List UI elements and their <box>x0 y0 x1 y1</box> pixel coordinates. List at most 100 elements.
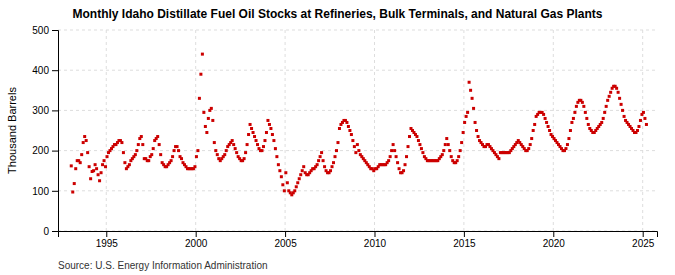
point <box>156 135 159 138</box>
point <box>235 151 238 154</box>
point <box>196 149 199 152</box>
point <box>393 149 396 152</box>
point <box>101 163 104 166</box>
point <box>544 117 547 120</box>
point <box>211 119 214 122</box>
point <box>201 53 204 56</box>
point <box>390 149 393 152</box>
point <box>302 165 305 168</box>
point <box>545 121 548 124</box>
tick-label: 2000 <box>185 238 208 249</box>
point <box>621 109 624 112</box>
point <box>74 167 77 170</box>
tick-mark <box>106 231 107 237</box>
point <box>447 143 450 146</box>
point <box>296 181 299 184</box>
point <box>623 115 626 118</box>
grid-line <box>58 70 657 71</box>
point <box>141 143 144 146</box>
point <box>345 121 348 124</box>
tick: 2005 <box>274 231 297 249</box>
point <box>620 103 623 106</box>
tick-mark <box>643 231 644 237</box>
point <box>350 133 353 136</box>
point <box>336 141 339 144</box>
point <box>176 145 179 148</box>
grid <box>58 30 657 231</box>
point <box>348 129 351 132</box>
point <box>527 147 530 150</box>
point <box>420 147 423 150</box>
point <box>395 155 398 158</box>
point <box>73 182 76 185</box>
tick: 1995 <box>96 231 119 249</box>
tick-mark <box>52 151 58 152</box>
point <box>216 153 219 156</box>
point <box>104 165 107 168</box>
point <box>465 115 468 118</box>
point <box>253 135 256 138</box>
point <box>585 117 588 120</box>
tick-label: 400 <box>32 65 49 76</box>
point <box>582 105 585 108</box>
point <box>89 177 92 180</box>
point <box>323 165 326 168</box>
grid-line <box>58 150 657 151</box>
tick-mark <box>52 70 58 71</box>
point <box>530 137 533 140</box>
point <box>82 141 85 144</box>
point <box>392 143 395 146</box>
point <box>477 135 480 138</box>
tick-mark <box>464 231 465 237</box>
point <box>587 123 590 126</box>
point <box>316 163 319 166</box>
point <box>269 127 272 130</box>
point <box>338 127 341 130</box>
point <box>70 164 73 167</box>
point <box>497 157 500 160</box>
point <box>356 143 359 146</box>
grid-line <box>58 190 657 191</box>
point <box>405 155 408 158</box>
point <box>529 143 532 146</box>
tick-mark <box>196 231 197 237</box>
point <box>79 161 82 164</box>
point <box>605 105 608 108</box>
tick-mark <box>52 110 58 111</box>
point <box>547 125 550 128</box>
grid-line <box>106 30 107 231</box>
tick-mark <box>52 30 58 31</box>
point <box>600 121 603 124</box>
axis-line <box>52 31 59 232</box>
point <box>274 147 277 150</box>
point <box>120 141 123 144</box>
point <box>570 121 573 124</box>
point <box>354 151 357 154</box>
grid-line <box>553 30 554 231</box>
point <box>202 111 205 114</box>
point <box>255 139 258 142</box>
point <box>442 149 445 152</box>
point <box>573 111 576 114</box>
point <box>474 121 477 124</box>
point <box>85 139 88 142</box>
grid-line <box>195 30 196 231</box>
point <box>277 163 280 166</box>
point <box>402 169 405 172</box>
point <box>469 89 472 92</box>
point <box>322 159 325 162</box>
point <box>609 91 612 94</box>
point <box>271 133 274 136</box>
grid-line <box>463 30 464 231</box>
point <box>615 87 618 90</box>
chart: 1995200020052010201520202025010020030040… <box>0 0 675 275</box>
point <box>643 117 646 120</box>
point <box>262 145 265 148</box>
point <box>301 169 304 172</box>
point <box>265 131 268 134</box>
point <box>396 161 399 164</box>
point <box>247 133 250 136</box>
tick-label: 2010 <box>364 238 387 249</box>
point <box>272 139 275 142</box>
point <box>606 99 609 102</box>
